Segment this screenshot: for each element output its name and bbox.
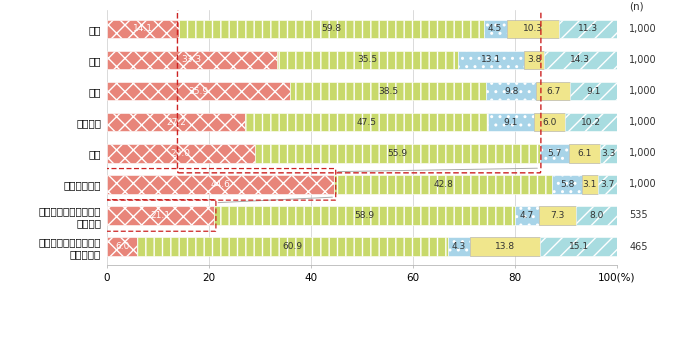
Bar <box>107 237 137 256</box>
Text: 21.1: 21.1 <box>151 211 171 220</box>
Text: 10.3: 10.3 <box>523 24 543 33</box>
Text: 60.9: 60.9 <box>282 242 302 251</box>
Text: 4.3: 4.3 <box>452 242 466 251</box>
Text: 42.8: 42.8 <box>433 180 453 189</box>
Bar <box>107 113 245 132</box>
Bar <box>598 175 617 194</box>
Bar <box>559 19 617 38</box>
Text: 35.9: 35.9 <box>188 87 208 96</box>
Text: 1,000: 1,000 <box>629 148 657 158</box>
Bar <box>536 82 570 100</box>
Text: 35.5: 35.5 <box>357 55 377 65</box>
Text: 8.0: 8.0 <box>589 211 604 220</box>
Text: 55.9: 55.9 <box>387 149 407 158</box>
Text: 3.8: 3.8 <box>527 55 542 65</box>
Text: 7.3: 7.3 <box>550 211 564 220</box>
Bar <box>515 206 539 225</box>
Bar <box>576 206 617 225</box>
Text: 535: 535 <box>629 210 648 220</box>
Text: 5.8: 5.8 <box>560 180 575 189</box>
Text: (n): (n) <box>629 2 644 12</box>
Bar <box>107 175 334 194</box>
Bar <box>544 51 617 69</box>
Bar <box>470 237 540 256</box>
Text: 6.1: 6.1 <box>577 149 591 158</box>
Bar <box>534 113 565 132</box>
Text: 1,000: 1,000 <box>629 117 657 127</box>
Text: 4.7: 4.7 <box>520 211 534 220</box>
Bar <box>107 144 255 163</box>
Text: 9.1: 9.1 <box>504 118 518 127</box>
Text: 59.8: 59.8 <box>321 24 341 33</box>
Bar <box>457 51 524 69</box>
Text: 3.1: 3.1 <box>583 180 597 189</box>
Bar <box>582 175 598 194</box>
Text: 13.1: 13.1 <box>481 55 501 65</box>
Text: 58.9: 58.9 <box>354 211 375 220</box>
Text: 1,000: 1,000 <box>629 24 657 34</box>
Text: 15.1: 15.1 <box>568 242 588 251</box>
Text: 38.5: 38.5 <box>378 87 398 96</box>
Text: 4.5: 4.5 <box>488 24 502 33</box>
Bar <box>276 51 457 69</box>
Bar <box>539 206 576 225</box>
Bar <box>540 237 617 256</box>
Text: 1,000: 1,000 <box>629 179 657 189</box>
Text: 11.3: 11.3 <box>578 24 598 33</box>
Bar <box>107 51 276 69</box>
Bar <box>137 237 448 256</box>
Text: 9.1: 9.1 <box>586 87 601 96</box>
Text: 33.3: 33.3 <box>182 55 202 65</box>
Bar <box>107 19 178 38</box>
Text: 1,000: 1,000 <box>629 86 657 96</box>
Bar <box>178 19 484 38</box>
Text: 29.0: 29.0 <box>171 149 191 158</box>
Bar <box>553 175 582 194</box>
Text: 3.7: 3.7 <box>600 180 615 189</box>
Text: 1,000: 1,000 <box>629 55 657 65</box>
Bar <box>539 144 568 163</box>
Bar <box>565 113 617 132</box>
Text: 6.7: 6.7 <box>546 87 560 96</box>
Bar <box>214 206 515 225</box>
Bar <box>107 82 290 100</box>
Text: 6.0: 6.0 <box>115 242 130 251</box>
Bar <box>255 144 539 163</box>
Text: 465: 465 <box>629 241 648 252</box>
Bar <box>484 19 506 38</box>
Bar <box>486 82 536 100</box>
Bar <box>488 113 534 132</box>
Text: 14.3: 14.3 <box>570 55 590 65</box>
Text: 5.7: 5.7 <box>547 149 562 158</box>
Text: 13.8: 13.8 <box>495 242 515 251</box>
Bar <box>448 237 470 256</box>
Bar <box>568 144 600 163</box>
Bar <box>600 144 617 163</box>
Bar <box>107 206 214 225</box>
Bar <box>290 82 486 100</box>
Bar <box>334 175 553 194</box>
Text: 47.5: 47.5 <box>357 118 377 127</box>
Bar <box>570 82 617 100</box>
Bar <box>245 113 488 132</box>
Text: 6.0: 6.0 <box>542 118 557 127</box>
Bar <box>524 51 544 69</box>
Text: 44.6: 44.6 <box>211 180 230 189</box>
Text: 9.8: 9.8 <box>504 87 518 96</box>
Bar <box>506 19 559 38</box>
Text: 27.2: 27.2 <box>166 118 186 127</box>
Text: 3.3: 3.3 <box>601 149 615 158</box>
Text: 10.2: 10.2 <box>581 118 601 127</box>
Text: 14.1: 14.1 <box>133 24 153 33</box>
